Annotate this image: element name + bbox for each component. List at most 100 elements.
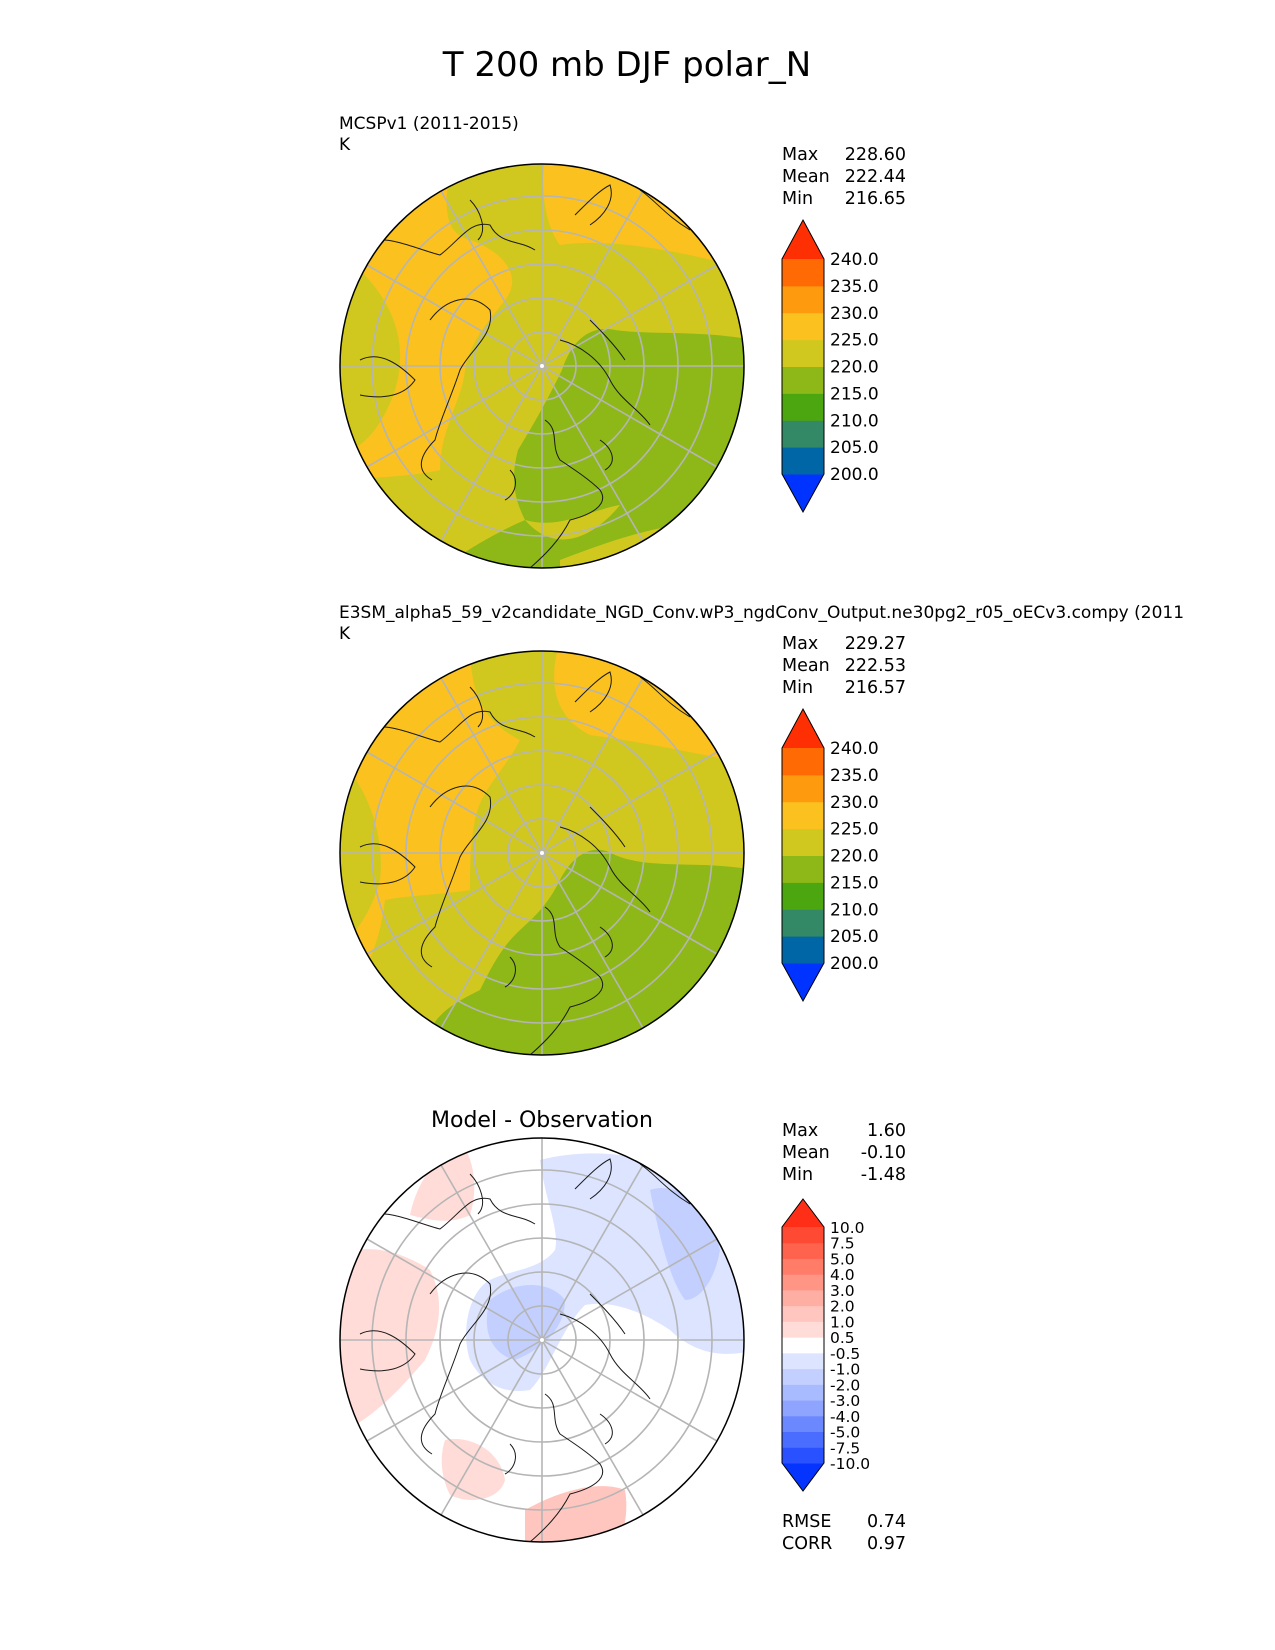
colorbar-extend-min	[782, 474, 824, 512]
stat-value: 222.53	[845, 656, 906, 676]
stat-value: -0.10	[861, 1143, 906, 1163]
metric-value: 0.74	[867, 1512, 906, 1532]
colorbar-bin	[782, 1415, 824, 1433]
stat-value: 222.44	[845, 167, 906, 187]
colorbar-extend-max	[782, 220, 824, 259]
colorbar-bin	[782, 748, 824, 776]
stat-label: Max	[782, 145, 818, 165]
coastlines	[359, 671, 691, 1055]
colorbar-bin	[782, 774, 824, 803]
panel-units: K	[339, 624, 351, 644]
colorbar-tick-label: -7.5	[830, 1439, 860, 1457]
colorbar-tick-label: 210.0	[830, 411, 879, 431]
colorbar-tick-label: 10.0	[830, 1219, 865, 1237]
colorbar-tick-label: 5.0	[830, 1250, 855, 1268]
colorbar-bin	[782, 1289, 824, 1307]
colorbar-tick-label: -2.0	[830, 1376, 860, 1394]
metric-label: RMSE	[782, 1512, 831, 1532]
colorbar-tick-label: 210.0	[830, 900, 879, 920]
panel-units: K	[339, 135, 351, 155]
colorbar-bin	[782, 855, 824, 883]
stat-label: Mean	[782, 167, 830, 187]
stat-value: 229.27	[845, 634, 906, 654]
colorbar-bin	[782, 285, 824, 314]
map-boundary	[339, 650, 745, 1056]
colorbar-tick-label: -10.0	[830, 1455, 870, 1473]
colorbar-tick-label: 230.0	[830, 304, 879, 324]
colorbar-bin	[782, 1400, 824, 1417]
colorbar-tick-label: 230.0	[830, 793, 879, 813]
colorbar-extend-min	[782, 963, 824, 1001]
colorbar-bin	[782, 1352, 824, 1370]
stat-value: -1.48	[861, 1165, 906, 1185]
colorbar-tick-label: 215.0	[830, 384, 879, 404]
colorbar-bin	[782, 882, 824, 910]
colorbar-bin	[782, 828, 824, 856]
colorbar-bin	[782, 1258, 824, 1275]
colorbar-bin	[782, 447, 824, 475]
polar-map	[339, 650, 745, 1056]
map-boundary	[339, 163, 745, 569]
colorbar-bin	[782, 1321, 824, 1338]
figure-title: T 200 mb DJF polar_N	[442, 45, 811, 85]
colorbar-tick-label: 240.0	[830, 250, 879, 270]
panel-test: MCSPv1 (2011-2015) K	[339, 114, 906, 569]
stat-label: Min	[782, 1165, 813, 1185]
stat-label: Max	[782, 634, 818, 654]
colorbar-bin	[782, 909, 824, 937]
pole-marker	[540, 364, 544, 368]
colorbar-bin	[782, 259, 824, 287]
metric-label: CORR	[782, 1534, 832, 1554]
colorbar-extend-max	[782, 709, 824, 748]
colorbar-tick-label: -5.0	[830, 1424, 860, 1442]
colorbar-bin	[782, 1227, 824, 1244]
colorbar-tick-label: 205.0	[830, 438, 879, 458]
colorbar-tick-label: 225.0	[830, 331, 879, 351]
coastlines	[359, 184, 691, 568]
polar-map	[339, 163, 745, 569]
stat-label: Mean	[782, 1143, 830, 1163]
stat-value: 228.60	[845, 145, 906, 165]
panel-title: Model - Observation	[431, 1108, 653, 1133]
panel-reference: E3SM_alpha5_59_v2candidate_NGD_Conv.wP3_…	[339, 603, 1184, 1056]
colorbar-tick-label: 220.0	[830, 847, 879, 867]
colorbar-tick-label: -3.0	[830, 1392, 860, 1410]
colorbar-bin	[782, 339, 824, 367]
colorbar-outline	[781, 1198, 825, 1492]
map-boundary	[339, 1137, 745, 1543]
field-mild-west	[340, 270, 401, 450]
colorbar-tick-label: 240.0	[830, 739, 879, 759]
pole-marker	[540, 1338, 544, 1342]
metric-value: 0.97	[867, 1534, 906, 1554]
colorbar: -10.0-7.5-5.0-4.0-3.0-2.0-1.0-0.50.51.02…	[781, 1198, 870, 1492]
colorbar-tick-label: 1.0	[830, 1313, 855, 1331]
stat-label: Min	[782, 189, 813, 209]
colorbar-bin	[782, 1431, 824, 1448]
colorbar-bin	[782, 936, 824, 964]
colorbar-tick-label: 7.5	[830, 1235, 855, 1253]
colorbar-tick-label: 200.0	[830, 465, 879, 485]
stat-label: Min	[782, 678, 813, 698]
colorbar: 200.0 205.0 210.0 215.0 220.0 225.0 230.0 235.0…	[781, 218, 879, 514]
colorbar-bin	[782, 420, 824, 448]
colorbar-tick-label: 200.0	[830, 954, 879, 974]
panel-title: MCSPv1 (2011-2015)	[339, 114, 519, 134]
colorbar-extend-min	[782, 1463, 824, 1491]
colorbar-tick-label: 4.0	[830, 1266, 855, 1284]
colorbar-tick-label: 235.0	[830, 766, 879, 786]
colorbar-tick-label: 205.0	[830, 927, 879, 947]
polar-map	[339, 1137, 745, 1543]
stat-value: 216.65	[845, 189, 906, 209]
pole-marker	[540, 851, 544, 855]
colorbar-tick-label: 3.0	[830, 1282, 855, 1300]
stat-value: 1.60	[867, 1121, 906, 1141]
colorbar-bin	[782, 1242, 824, 1259]
colorbar-bin	[782, 312, 824, 341]
colorbar-tick-label: -4.0	[830, 1408, 860, 1426]
colorbar-outline	[781, 707, 825, 1003]
panel-title: E3SM_alpha5_59_v2candidate_NGD_Conv.wP3_…	[339, 603, 1184, 623]
colorbar-tick-label: -1.0	[830, 1361, 860, 1379]
colorbar-bin	[782, 1305, 824, 1322]
colorbar-extend-max	[782, 1199, 824, 1227]
